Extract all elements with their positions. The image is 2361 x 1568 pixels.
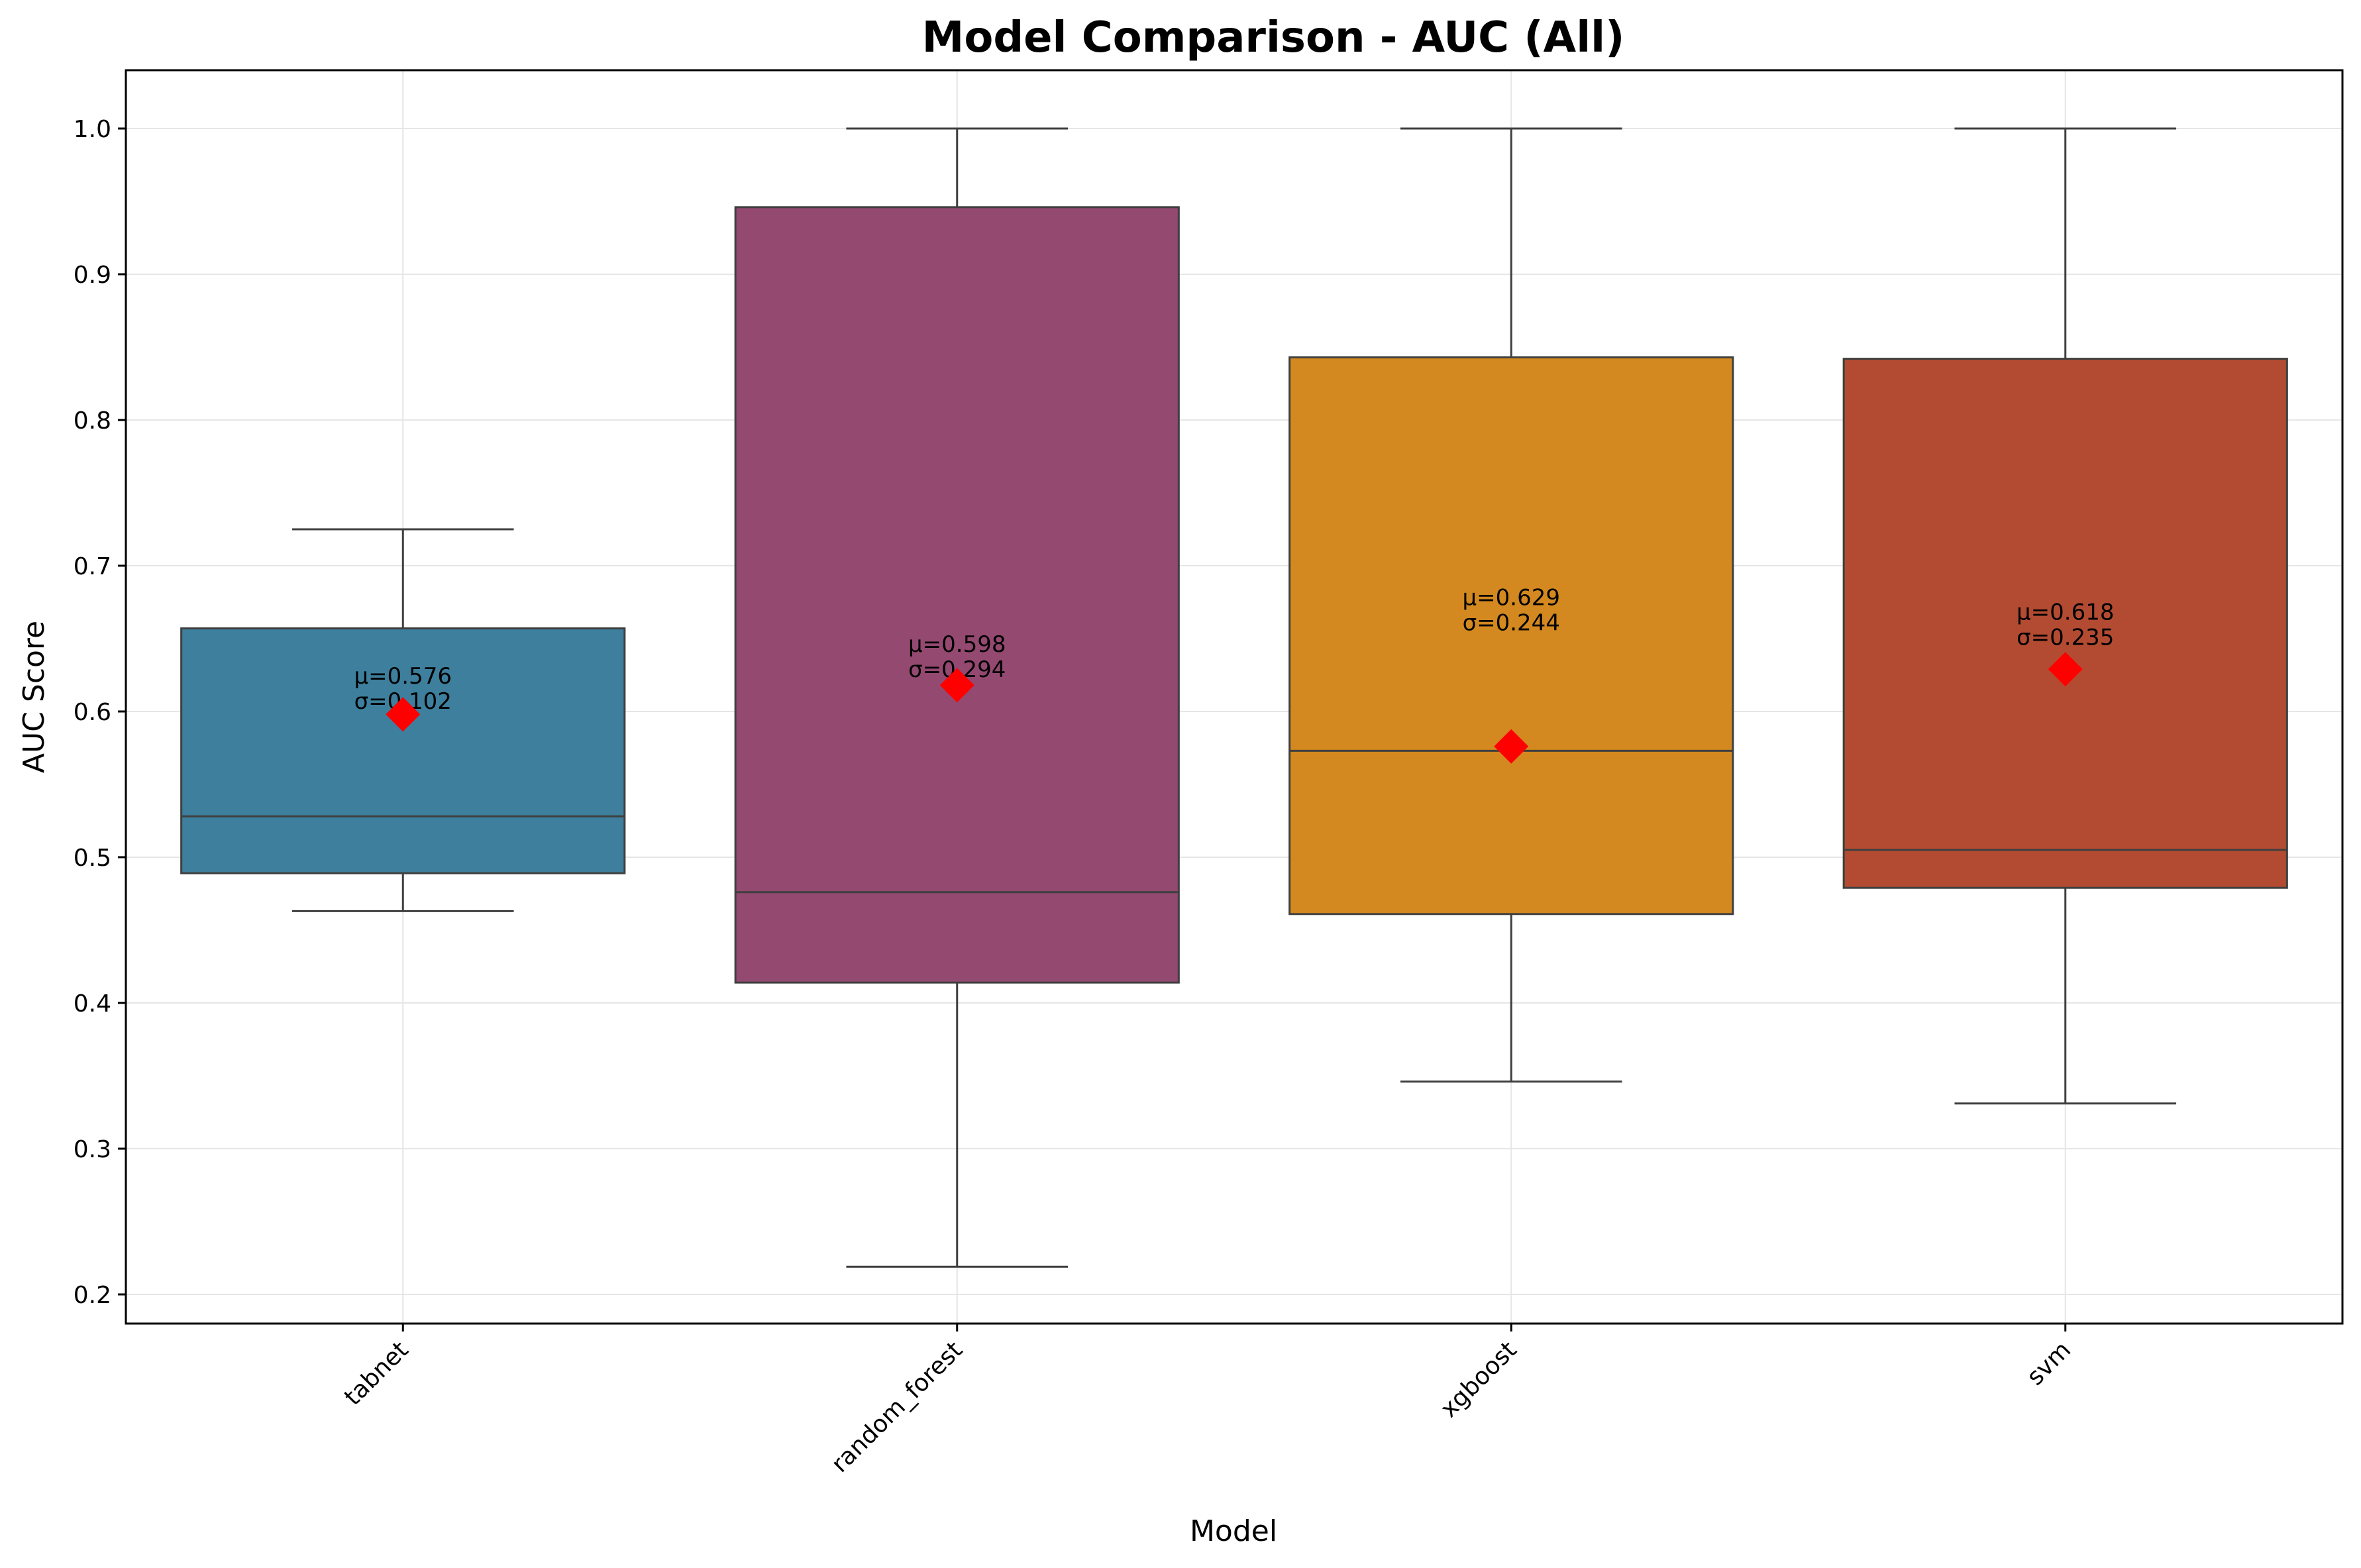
mean-marker (939, 668, 974, 703)
chart-title: Model Comparison - AUC (All) (922, 13, 1625, 62)
mean-marker (1494, 729, 1529, 764)
box-random-forest: μ=0.598σ=0.294 (734, 127, 1180, 1268)
box-body (1288, 356, 1734, 915)
box-body (180, 627, 626, 874)
box-body (734, 206, 1180, 984)
mean-marker (2048, 652, 2083, 687)
x-axis-label: Model (1190, 1514, 1277, 1548)
y-axis-label: AUC Score (17, 621, 51, 773)
y-tick-label: 0.5 (74, 845, 111, 872)
mean-label: μ=0.629 (1463, 584, 1560, 611)
mean-marker (386, 697, 421, 732)
y-tick-label: 0.2 (74, 1282, 111, 1309)
y-tick-label: 0.3 (74, 1136, 111, 1163)
y-tick-label: 0.4 (74, 990, 111, 1018)
mean-label: μ=0.576 (354, 663, 452, 690)
y-tick-label: 0.8 (74, 407, 111, 435)
plot-area-frame (125, 69, 2344, 1325)
y-tick-label: 1.0 (74, 116, 111, 143)
mean-label: μ=0.618 (2017, 599, 2114, 625)
box-tabnet: μ=0.576σ=0.102 (180, 528, 626, 912)
mean-label: μ=0.598 (908, 631, 1006, 658)
y-tick-label: 0.6 (74, 699, 111, 726)
y-axis: 0.2 0.3 0.4 0.5 0.6 0.7 0.8 0.9 1.0 (74, 116, 126, 1309)
std-label: σ=0.235 (2017, 624, 2114, 651)
y-tick-label: 0.7 (74, 553, 111, 580)
y-tick-label: 0.9 (74, 262, 111, 289)
boxes-layer: μ=0.576σ=0.102μ=0.598σ=0.294μ=0.629σ=0.2… (180, 127, 2288, 1268)
std-label: σ=0.244 (1463, 609, 1560, 636)
box-body (1842, 358, 2288, 889)
